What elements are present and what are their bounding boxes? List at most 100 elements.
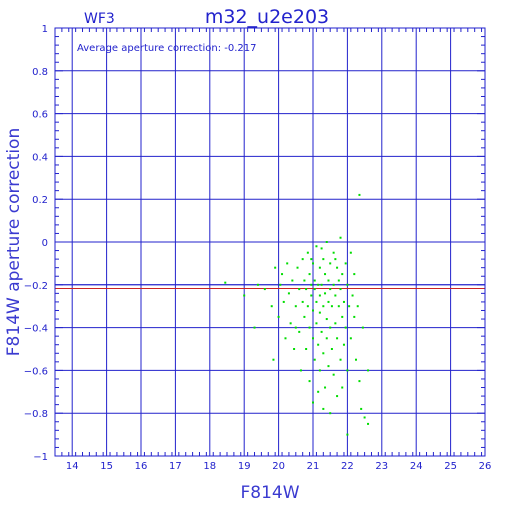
data-point [337, 305, 340, 308]
data-point [325, 337, 328, 340]
data-point [344, 262, 347, 265]
x-tick-label: 22 [341, 461, 354, 472]
data-point [263, 288, 266, 291]
data-point [313, 279, 316, 282]
data-point [294, 326, 297, 329]
x-tick-labels: 14 15 16 17 18 19 20 21 22 23 24 25 26 [66, 461, 492, 472]
data-point [315, 245, 318, 248]
data-point [327, 300, 330, 303]
data-point [315, 300, 318, 303]
data-point [342, 300, 345, 303]
data-point [322, 305, 325, 308]
data-point [294, 305, 297, 308]
data-point [353, 273, 356, 276]
data-point [322, 258, 325, 261]
data-point [312, 401, 314, 404]
data-point [312, 262, 314, 265]
y-tick-label: −0.8 [24, 409, 48, 420]
reference-lines [55, 284, 485, 289]
data-point [342, 343, 345, 346]
data-point [289, 322, 292, 325]
data-point [282, 300, 285, 303]
data-point [336, 266, 339, 269]
data-point [317, 390, 320, 393]
x-tick-label: 17 [169, 461, 182, 472]
data-point [346, 369, 349, 372]
chart-title: m32_u2e203 [205, 6, 329, 28]
data-point [270, 305, 273, 308]
x-tick-label: 15 [100, 461, 113, 472]
grid-lines [55, 27, 486, 457]
data-point [305, 288, 308, 291]
data-point [346, 283, 349, 286]
data-point [353, 315, 356, 318]
data-point [310, 294, 313, 297]
data-point [363, 416, 366, 419]
data-point [348, 305, 351, 308]
data-point [341, 386, 344, 389]
data-point [318, 369, 321, 372]
data-point [330, 348, 333, 350]
x-tick-label: 20 [272, 461, 285, 472]
data-point [322, 352, 325, 355]
x-tick-label: 25 [444, 461, 457, 472]
data-point [356, 305, 359, 308]
data-point [281, 273, 284, 276]
data-point [308, 326, 311, 329]
y-tick-label: −0.6 [24, 366, 48, 377]
data-point [318, 294, 321, 297]
data-point [332, 251, 335, 254]
data-point [318, 311, 321, 314]
y-tick-label: 0.4 [32, 152, 48, 163]
data-point [293, 348, 296, 350]
data-point [313, 358, 316, 361]
y-tick-label: −0.2 [24, 281, 48, 292]
data-point [286, 262, 289, 265]
data-point [329, 288, 332, 291]
data-point [287, 292, 290, 295]
y-tick-label: 0.2 [32, 195, 48, 206]
data-point [298, 330, 301, 333]
data-point [349, 337, 352, 340]
data-point [339, 236, 342, 239]
data-point [301, 258, 304, 261]
data-point [324, 273, 327, 276]
data-point [337, 279, 340, 282]
data-point [299, 369, 302, 372]
data-point [346, 433, 349, 436]
data-point [351, 294, 354, 297]
data-point [305, 348, 308, 350]
x-tick-label: 24 [410, 461, 423, 472]
data-point [303, 315, 306, 318]
y-tick-label: 0.6 [32, 110, 48, 121]
data-point [329, 412, 332, 415]
data-point [243, 294, 246, 297]
data-point [320, 330, 323, 333]
data-point [334, 294, 337, 297]
x-tick-label: 14 [66, 461, 79, 472]
data-point [253, 326, 256, 329]
data-point [284, 337, 287, 340]
data-point [279, 283, 282, 286]
data-point [322, 407, 325, 410]
data-point [256, 283, 259, 286]
data-point [336, 337, 339, 340]
data-point [334, 258, 337, 261]
data-point [320, 283, 323, 286]
data-point [310, 258, 313, 261]
y-tick-labels: −1 −0.8 −0.6 −0.4 −0.2 0 0.2 0.4 0.6 0.8 1 [24, 24, 48, 463]
data-point [341, 315, 344, 318]
data-point [315, 322, 318, 325]
chart-subtitle: WF3 [84, 11, 115, 27]
data-point [313, 288, 316, 291]
y-axis-title: F814W aperture correction [4, 128, 24, 356]
data-point [327, 279, 330, 282]
y-tick-label: 1 [42, 24, 48, 35]
data-point [308, 380, 311, 383]
x-axis-title: F814W [240, 483, 299, 503]
data-point [334, 322, 337, 325]
data-point [324, 386, 327, 389]
data-point [296, 266, 299, 269]
data-point [306, 251, 309, 254]
